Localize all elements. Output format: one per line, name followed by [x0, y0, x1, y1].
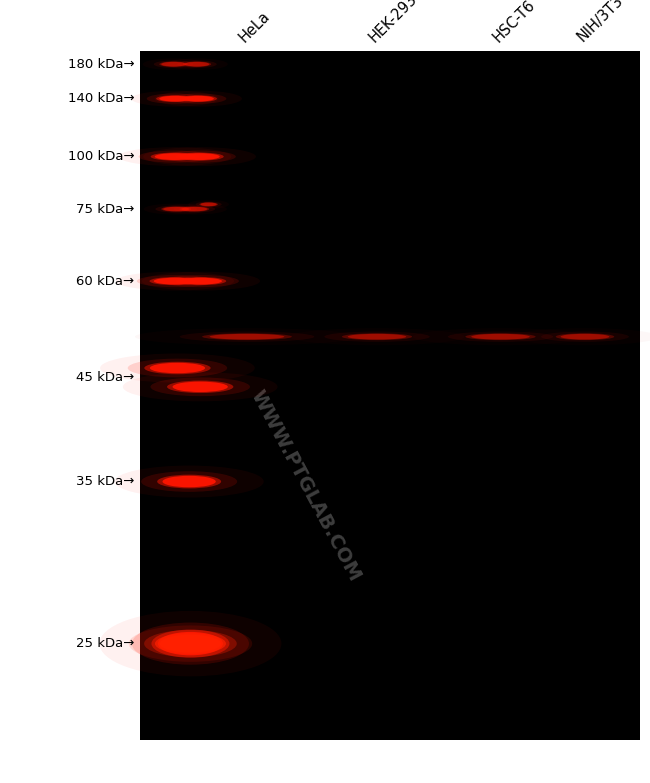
Ellipse shape	[183, 62, 211, 67]
Text: HEK-293: HEK-293	[367, 0, 420, 45]
Ellipse shape	[157, 474, 221, 489]
Ellipse shape	[99, 611, 281, 677]
Text: 140 kDa→: 140 kDa→	[68, 92, 135, 105]
Ellipse shape	[163, 207, 189, 211]
Ellipse shape	[200, 202, 218, 207]
Text: HSC-T6: HSC-T6	[490, 0, 538, 45]
Ellipse shape	[162, 275, 239, 287]
Ellipse shape	[162, 476, 216, 487]
Ellipse shape	[181, 207, 207, 211]
Ellipse shape	[159, 96, 190, 102]
Ellipse shape	[131, 91, 218, 106]
Ellipse shape	[150, 277, 200, 285]
Text: WWW.PTGLAB.COM: WWW.PTGLAB.COM	[247, 387, 364, 584]
FancyBboxPatch shape	[140, 51, 640, 740]
Ellipse shape	[163, 150, 236, 163]
Ellipse shape	[348, 334, 406, 340]
Ellipse shape	[160, 634, 221, 653]
Text: 25 kDa→: 25 kDa→	[76, 637, 135, 650]
Ellipse shape	[151, 377, 250, 396]
Ellipse shape	[123, 372, 278, 402]
Text: 75 kDa→: 75 kDa→	[76, 203, 135, 215]
Ellipse shape	[176, 153, 224, 161]
Ellipse shape	[179, 331, 315, 342]
Ellipse shape	[158, 632, 223, 655]
Ellipse shape	[142, 272, 260, 290]
Ellipse shape	[167, 381, 233, 393]
Ellipse shape	[161, 207, 191, 211]
Ellipse shape	[185, 62, 209, 67]
Ellipse shape	[154, 278, 196, 284]
Ellipse shape	[202, 334, 292, 340]
Ellipse shape	[324, 331, 430, 342]
Ellipse shape	[151, 630, 229, 658]
Ellipse shape	[137, 275, 213, 287]
Ellipse shape	[118, 147, 231, 166]
Ellipse shape	[465, 334, 536, 340]
Ellipse shape	[560, 334, 610, 340]
Ellipse shape	[155, 153, 195, 160]
Ellipse shape	[209, 334, 285, 340]
Ellipse shape	[196, 201, 222, 207]
Text: 35 kDa→: 35 kDa→	[76, 475, 135, 488]
Ellipse shape	[541, 331, 629, 342]
Ellipse shape	[141, 471, 237, 492]
Ellipse shape	[159, 62, 188, 67]
Ellipse shape	[174, 205, 215, 213]
Ellipse shape	[179, 207, 209, 211]
Ellipse shape	[156, 96, 194, 102]
Ellipse shape	[144, 362, 211, 374]
Ellipse shape	[151, 153, 199, 161]
Ellipse shape	[114, 466, 264, 497]
Ellipse shape	[147, 93, 203, 104]
Ellipse shape	[183, 96, 214, 102]
Ellipse shape	[177, 60, 216, 68]
Text: 100 kDa→: 100 kDa→	[68, 150, 135, 163]
Ellipse shape	[129, 626, 252, 662]
Ellipse shape	[155, 91, 242, 106]
Ellipse shape	[200, 203, 217, 206]
Text: 60 kDa→: 60 kDa→	[77, 275, 135, 287]
Text: HeLa: HeLa	[237, 8, 273, 45]
Ellipse shape	[556, 334, 614, 340]
Ellipse shape	[127, 359, 228, 377]
Ellipse shape	[179, 153, 220, 160]
Ellipse shape	[155, 205, 197, 213]
Text: 45 kDa→: 45 kDa→	[76, 371, 135, 384]
Ellipse shape	[179, 278, 222, 284]
Ellipse shape	[170, 93, 226, 104]
Text: NIH/3T3: NIH/3T3	[575, 0, 626, 45]
Ellipse shape	[342, 334, 412, 340]
Ellipse shape	[173, 381, 228, 392]
Ellipse shape	[155, 633, 226, 654]
Ellipse shape	[471, 334, 530, 340]
Ellipse shape	[144, 630, 237, 657]
Ellipse shape	[176, 277, 226, 285]
Ellipse shape	[154, 60, 193, 68]
Ellipse shape	[116, 272, 234, 290]
Ellipse shape	[100, 353, 255, 383]
Ellipse shape	[132, 622, 249, 665]
Ellipse shape	[161, 62, 186, 67]
Text: 180 kDa→: 180 kDa→	[68, 58, 135, 70]
Ellipse shape	[143, 147, 256, 166]
Ellipse shape	[448, 331, 553, 342]
Ellipse shape	[179, 96, 217, 102]
Ellipse shape	[150, 363, 205, 373]
Ellipse shape	[138, 150, 211, 163]
